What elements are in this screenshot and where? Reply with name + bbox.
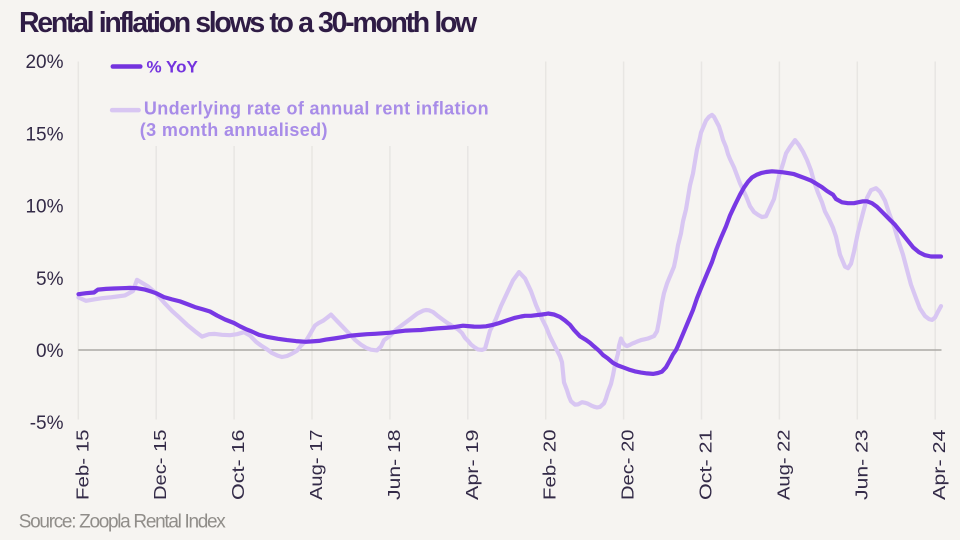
svg-text:Feb- 15: Feb- 15 [72,430,92,501]
svg-text:0%: 0% [36,341,64,362]
svg-text:Apr- 24: Apr- 24 [929,429,949,500]
svg-text:5%: 5% [36,269,64,290]
svg-text:10%: 10% [25,197,63,218]
svg-text:(3 month annualised): (3 month annualised) [140,120,328,140]
svg-text:% YoY: % YoY [147,58,199,77]
svg-text:Oct- 21: Oct- 21 [696,430,716,501]
svg-text:Aug- 22: Aug- 22 [773,430,793,501]
svg-text:15%: 15% [25,124,63,145]
svg-text:Oct- 16: Oct- 16 [228,430,248,501]
svg-text:Jun- 18: Jun- 18 [384,430,404,501]
svg-text:Rental inflation slows to a 30: Rental inflation slows to a 30-month low [19,7,478,39]
svg-text:Dec- 15: Dec- 15 [150,430,170,501]
svg-text:Dec- 20: Dec- 20 [618,429,638,500]
svg-text:Underlying rate of annual rent: Underlying rate of annual rent inflation [144,99,489,119]
svg-text:Feb- 20: Feb- 20 [540,429,560,500]
svg-text:Aug- 17: Aug- 17 [306,430,326,501]
svg-text:Source: Zoopla Rental Index: Source: Zoopla Rental Index [19,512,227,533]
svg-text:20%: 20% [25,52,63,73]
svg-text:-5%: -5% [30,413,64,434]
svg-text:Apr- 19: Apr- 19 [462,430,482,501]
svg-text:Jun- 23: Jun- 23 [851,430,871,501]
